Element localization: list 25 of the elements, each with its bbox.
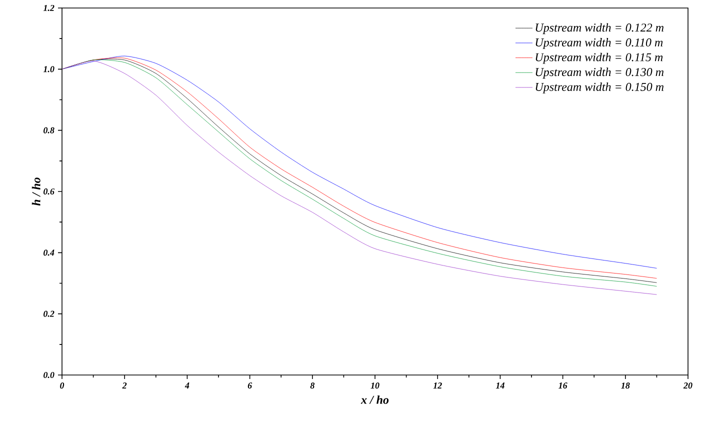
legend-label: Upstream width = 0.150 m [536, 82, 664, 94]
x-tick-label: 16 [558, 382, 568, 389]
x-tick-label: 12 [433, 382, 442, 388]
y-tick-label: 0.8 [44, 127, 54, 134]
y-tick-label: 0.6 [44, 188, 54, 195]
x-tick-label: 6 [248, 382, 252, 389]
y-tick-label: 1.0 [43, 66, 54, 72]
x-tick-label: 8 [310, 382, 315, 389]
y-axis-title: h / ho [32, 178, 40, 206]
x-tick-label: 18 [621, 382, 630, 389]
legend-label: Upstream width = 0.115 m [536, 52, 663, 64]
x-tick-label: 20 [683, 382, 692, 389]
y-tick-label: 0.0 [44, 372, 54, 378]
x-tick-label: 2 [122, 382, 127, 388]
legend-label: Upstream width = 0.110 m [536, 38, 663, 49]
y-tick-label: 0.4 [44, 250, 54, 256]
x-tick-label: 10 [370, 382, 380, 389]
x-axis-title: x / ho [360, 395, 389, 404]
x-tick-label: 14 [496, 382, 504, 388]
y-tick-label: 0.2 [44, 310, 54, 317]
x-tick-label: 0 [60, 382, 64, 389]
y-tick-label: 1.2 [43, 4, 54, 12]
legend-label: Upstream width = 0.130 m [536, 68, 664, 79]
legend-label: Upstream width = 0.122 m [536, 23, 664, 34]
x-tick-label: 4 [184, 382, 190, 388]
